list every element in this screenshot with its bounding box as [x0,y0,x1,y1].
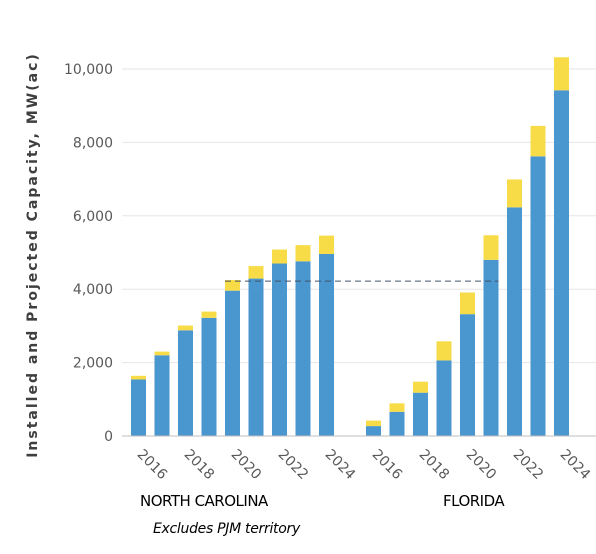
bar-segment-top [554,57,569,91]
bar-segment-base [389,411,405,436]
x-tick-label: 2016 [369,447,406,484]
bar-segment-base [460,314,475,436]
x-tick-label: 2022 [510,447,547,484]
bar-segment-top [272,249,287,264]
bar-segment-base [436,360,452,436]
bar-segment-base [507,207,522,436]
bar-segment-top [201,311,217,318]
bar-segment-top [530,125,546,157]
y-tick-label: 4,000 [73,282,113,298]
bar-segment-base [530,156,546,436]
x-tick-label: 2018 [416,447,453,484]
y-tick-label: 2,000 [73,356,113,372]
bar-segment-top [483,235,499,260]
bar-segment-base [178,330,193,436]
x-tick-label: 2016 [134,447,171,484]
bar-segment-base [154,355,170,436]
bar-segment-base [272,263,287,436]
y-axis-title: Installed and Projected Capacity, MW(ac) [25,52,41,458]
bar-segment-base [483,259,499,436]
bar-segment-base [295,261,311,436]
bar-segment-top [507,179,522,208]
bar-segment-top [248,266,264,279]
bar-segment-top [366,420,381,427]
bar-segment-top [131,375,146,380]
gridlines [122,68,596,364]
bar-segment-top [295,245,311,262]
y-tick-label: 0 [104,429,113,445]
bar-segment-top [413,381,428,393]
footnote: Excludes PJM territory [153,521,300,537]
bar-segment-top [319,235,334,254]
x-tick-label: 2024 [557,447,594,484]
bar-segment-base [131,379,146,436]
bars [131,57,569,436]
x-tick-label: 2024 [322,447,359,484]
bar-segment-base [201,317,217,436]
bar-segment-base [554,90,569,436]
group-label-north-carolina: NORTH CAROLINA [140,492,268,510]
y-axis-title-container: Installed and Projected Capacity, MW(ac) [18,45,48,465]
bar-segment-base [319,253,334,436]
bar-segment-base [248,278,264,436]
bar-segment-top [436,341,452,361]
bar-segment-top [178,325,193,331]
bar-segment-top [154,351,170,356]
y-tick-label: 10,000 [64,62,113,78]
bar-segment-top [460,292,475,315]
x-tick-label: 2020 [463,447,500,484]
bar-segment-base [413,392,428,436]
x-tick-label: 2018 [181,447,218,484]
bar-segment-top [225,280,240,291]
bar-segment-base [366,426,381,436]
y-tick-label: 6,000 [73,209,113,225]
y-tick-label: 8,000 [73,135,113,151]
x-tick-label: 2022 [275,447,312,484]
bar-segment-top [389,403,405,412]
group-label-florida: FLORIDA [443,492,505,510]
x-tick-label: 2020 [228,447,265,484]
bar-segment-base [225,290,240,436]
